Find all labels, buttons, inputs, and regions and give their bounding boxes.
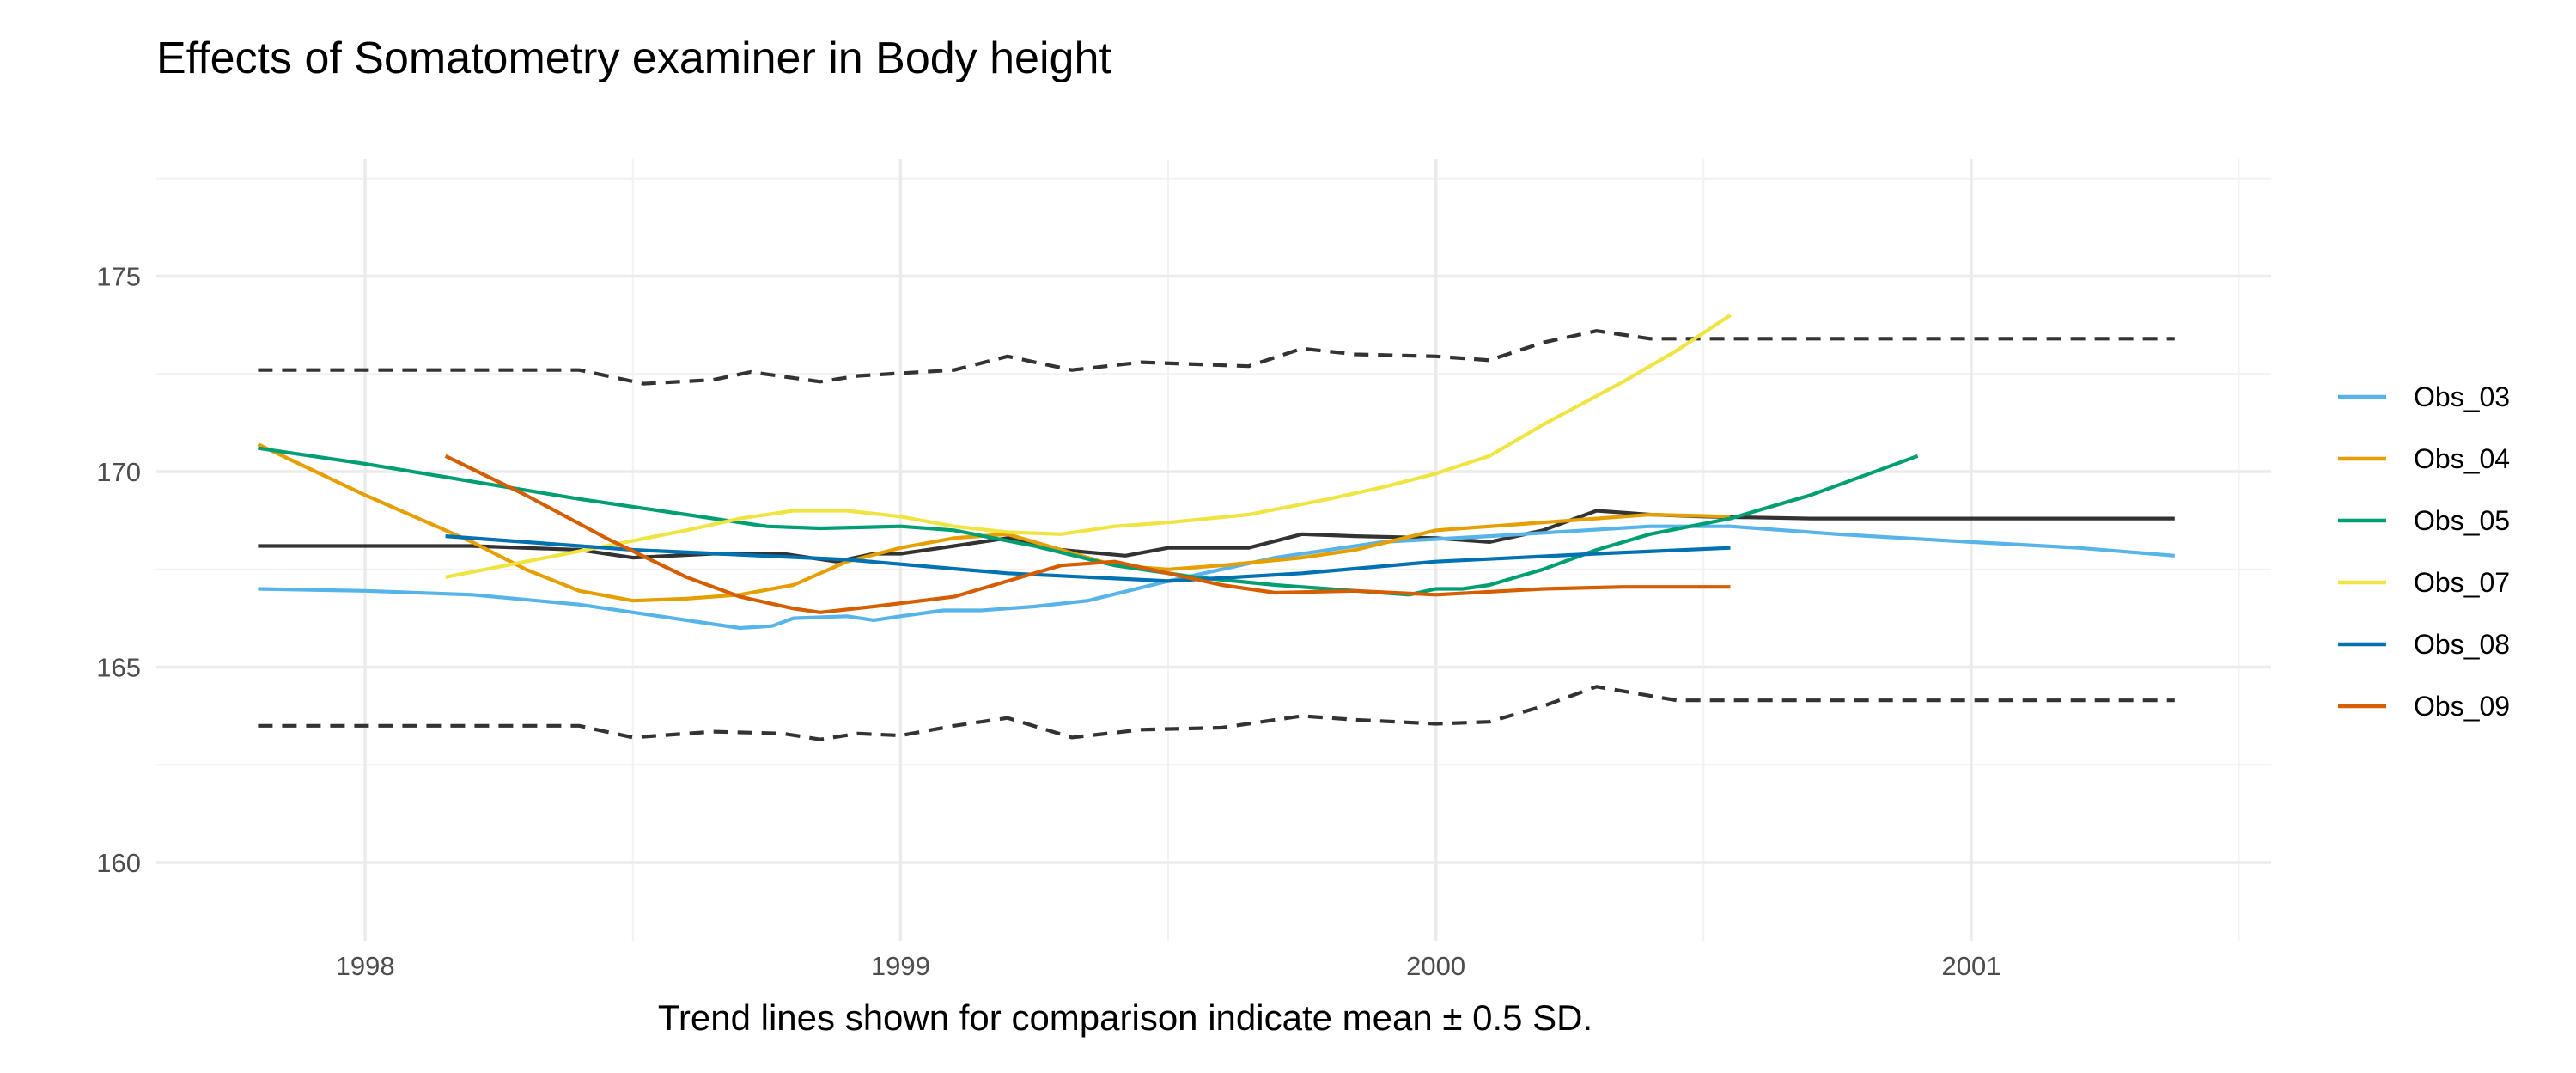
chart-caption: Trend lines shown for comparison indicat… [658, 997, 1592, 1038]
series-line-obs-03 [258, 524, 2175, 631]
series-line-obs-08 [445, 534, 1731, 583]
legend-item-obs-08: Obs_08 [2338, 629, 2510, 660]
series-line-obs-04 [257, 442, 1731, 603]
x-tick-label: 2000 [1406, 951, 1465, 981]
legend-item-obs-03: Obs_03 [2338, 381, 2510, 412]
chart-title: Effects of Somatometry examiner in Body … [156, 34, 1111, 83]
legend-item-obs-09: Obs_09 [2338, 691, 2510, 722]
y-tick-label: 170 [96, 457, 141, 487]
y-axis-ticks: 160 165 170 175 [96, 262, 141, 879]
legend-item-obs-07: Obs_07 [2338, 567, 2510, 598]
y-tick-label: 160 [96, 848, 141, 878]
legend: Obs_03 Obs_04 Obs_05 Obs_07 Obs_08 Obs_09 [2338, 381, 2510, 722]
legend-label: Obs_04 [2414, 443, 2510, 474]
legend-label: Obs_08 [2414, 629, 2510, 660]
legend-item-obs-05: Obs_05 [2338, 505, 2510, 536]
legend-item-obs-04: Obs_04 [2338, 443, 2510, 474]
y-tick-label: 165 [96, 653, 141, 683]
legend-label: Obs_09 [2414, 691, 2510, 722]
reference-line-lower [258, 685, 2175, 741]
series-lines [257, 314, 2175, 741]
legend-label: Obs_07 [2414, 567, 2510, 598]
legend-label: Obs_03 [2414, 381, 2510, 412]
series-line-obs-07 [445, 314, 1732, 579]
y-tick-label: 175 [96, 262, 141, 292]
series-line-obs-09 [444, 454, 1731, 614]
x-axis-ticks: 1998 1999 2000 2001 [336, 951, 2001, 981]
grid [156, 159, 2271, 941]
reference-line-upper [258, 329, 2175, 386]
series-line-obs-05 [258, 446, 1919, 597]
legend-label: Obs_05 [2414, 505, 2510, 536]
x-tick-label: 1999 [871, 951, 930, 981]
x-tick-label: 1998 [336, 951, 395, 981]
x-tick-label: 2001 [1941, 951, 2001, 981]
